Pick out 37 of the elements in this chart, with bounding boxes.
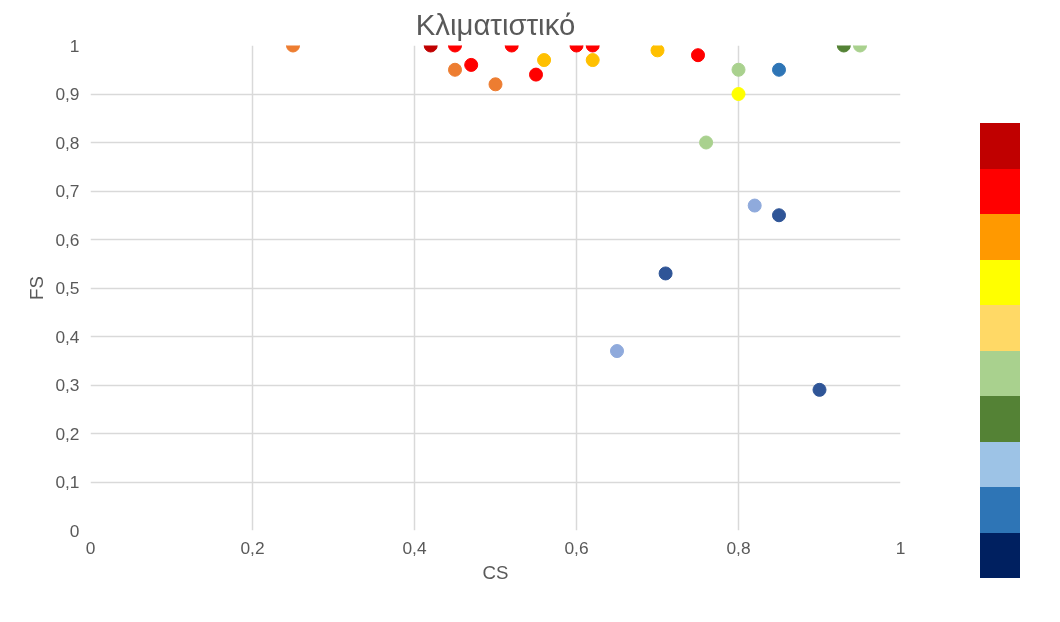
point <box>448 62 462 77</box>
point <box>650 45 665 58</box>
x-tick-label: 0 <box>85 537 96 558</box>
x-tick-label: 0,8 <box>726 537 751 558</box>
x-tick-label: 0,2 <box>240 537 265 558</box>
point <box>731 62 746 77</box>
y-tick-label: 0 <box>69 520 80 541</box>
point <box>772 62 786 77</box>
y-tick-label: 0,5 <box>55 278 80 298</box>
point <box>812 382 827 397</box>
y-tick-label: 1 <box>69 35 80 56</box>
x-tick-label: 1 <box>895 537 906 558</box>
point <box>585 53 600 68</box>
y-tick-label: 0,6 <box>55 229 80 250</box>
point <box>658 266 673 281</box>
y-tick-label: 0,3 <box>55 375 80 395</box>
point <box>747 198 762 213</box>
x-axis-title: CS <box>482 561 509 583</box>
x-tick-label: 0,4 <box>402 537 427 558</box>
x-tick-label: 0,6 <box>564 537 589 558</box>
point <box>537 53 552 68</box>
y-tick-label: 0,7 <box>55 181 80 201</box>
y-axis-title: FS <box>26 276 48 300</box>
y-tick-label: 0,8 <box>55 132 80 153</box>
y-tick-label: 0,2 <box>55 423 80 444</box>
y-tick-label: 0,4 <box>55 326 80 347</box>
point <box>731 87 746 101</box>
point <box>464 57 479 72</box>
point <box>691 48 705 63</box>
y-tick-label: 0,1 <box>55 472 80 492</box>
point <box>772 208 786 223</box>
y-tick-label: 0,9 <box>55 84 80 104</box>
point <box>488 77 503 92</box>
point <box>529 67 543 82</box>
chart-title: Κλιματιστικό <box>415 7 576 41</box>
point <box>610 344 624 359</box>
point <box>699 135 714 150</box>
